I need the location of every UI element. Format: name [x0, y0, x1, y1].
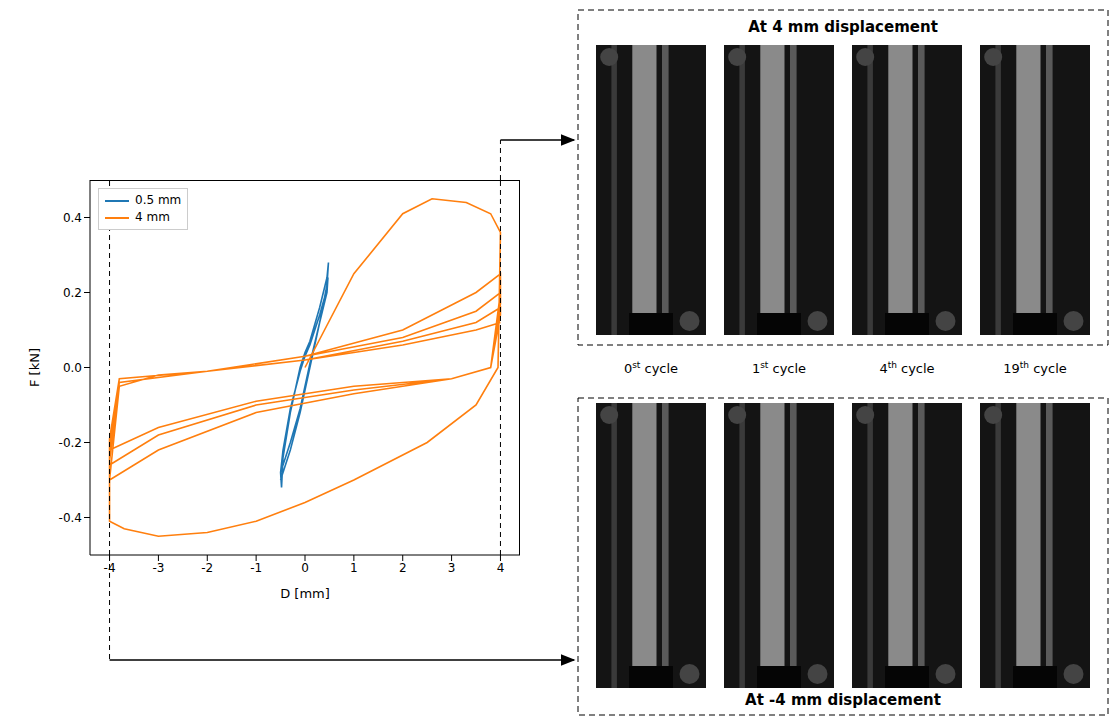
html-text:0stcycle: 0stcycle — [623, 360, 679, 377]
svg-text:4: 4 — [497, 561, 505, 575]
svg-text:1: 1 — [350, 561, 358, 575]
html-text:At -4 mm displacement: At -4 mm displacement — [745, 691, 941, 709]
html-text:4thcycle: 4thcycle — [879, 360, 935, 377]
svg-text:-4: -4 — [104, 561, 116, 575]
html-text:0.5 mm: 0.5 mm — [135, 193, 182, 207]
svg-text:-2: -2 — [201, 561, 213, 575]
svg-text:-3: -3 — [152, 561, 164, 575]
svg-text:-1: -1 — [250, 561, 262, 575]
svg-text:0: 0 — [301, 561, 309, 575]
html-text:At 4 mm displacement: At 4 mm displacement — [748, 18, 938, 36]
svg-text:-0.4: -0.4 — [59, 511, 82, 525]
html-text:4 mm: 4 mm — [135, 210, 170, 224]
svg-text:3: 3 — [448, 561, 456, 575]
html-text:19thcycle: 19thcycle — [1003, 360, 1067, 377]
svg-text:0.4: 0.4 — [63, 211, 82, 225]
svg-text:F [kN]: F [kN] — [27, 348, 42, 387]
html-text:1stcycle: 1stcycle — [751, 360, 807, 377]
svg-text:0.0: 0.0 — [63, 361, 82, 375]
svg-text:2: 2 — [399, 561, 407, 575]
svg-text:-0.2: -0.2 — [59, 436, 82, 450]
svg-text:D [mm]: D [mm] — [280, 586, 330, 601]
svg-text:0.2: 0.2 — [63, 286, 82, 300]
